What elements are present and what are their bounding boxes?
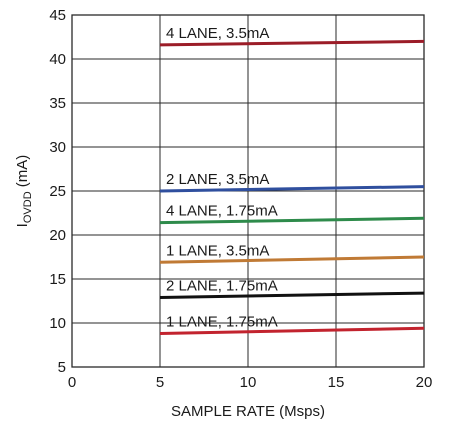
x-tick-label: 20 (416, 374, 433, 391)
x-tick-label: 10 (240, 374, 257, 391)
y-tick-label: 20 (49, 227, 66, 244)
y-tick-label: 5 (58, 359, 66, 376)
series-line-4 (159, 255, 425, 264)
series-label-3: 4 LANE, 1.75mA (166, 203, 278, 220)
y-tick-label: 15 (49, 271, 66, 288)
x-tick-label: 5 (156, 374, 164, 391)
series-line-1 (159, 39, 425, 47)
y-tick-label: 35 (49, 95, 66, 112)
y-tick-label: 30 (49, 139, 66, 156)
series-labels: 4 LANE, 3.5mA 2 LANE, 3.5mA 4 LANE, 1.75mA… (166, 25, 278, 331)
series-label-1: 4 LANE, 3.5mA (166, 25, 269, 42)
series-line-6 (159, 326, 425, 336)
y-tick-label: 45 (49, 7, 66, 24)
series-line-3 (159, 216, 425, 225)
y-axis-title-main: I (14, 223, 31, 227)
series-label-5: 2 LANE, 1.75mA (166, 277, 278, 294)
series-label-2: 2 LANE, 3.5mA (166, 171, 269, 188)
series-line-5 (159, 291, 425, 299)
y-axis-title-unit: (mA) (14, 155, 31, 192)
series-label-4: 1 LANE, 3.5mA (166, 242, 269, 259)
x-tick-label: 0 (68, 374, 76, 391)
x-axis-title: SAMPLE RATE (Msps) (171, 403, 325, 420)
y-tick-label: 25 (49, 183, 66, 200)
x-tick-label: 15 (328, 374, 345, 391)
series-lines (159, 39, 425, 336)
y-axis-title-subscript: OVDD (22, 191, 34, 223)
series-line-2 (159, 185, 425, 193)
plot-frame (71, 14, 425, 368)
series-label-6: 1 LANE, 1.75mA (166, 314, 278, 331)
grid (72, 15, 424, 367)
y-tick-label: 10 (49, 315, 66, 332)
y-axis-title: IOVDD (mA) (14, 155, 34, 228)
y-tick-label: 40 (49, 51, 66, 68)
